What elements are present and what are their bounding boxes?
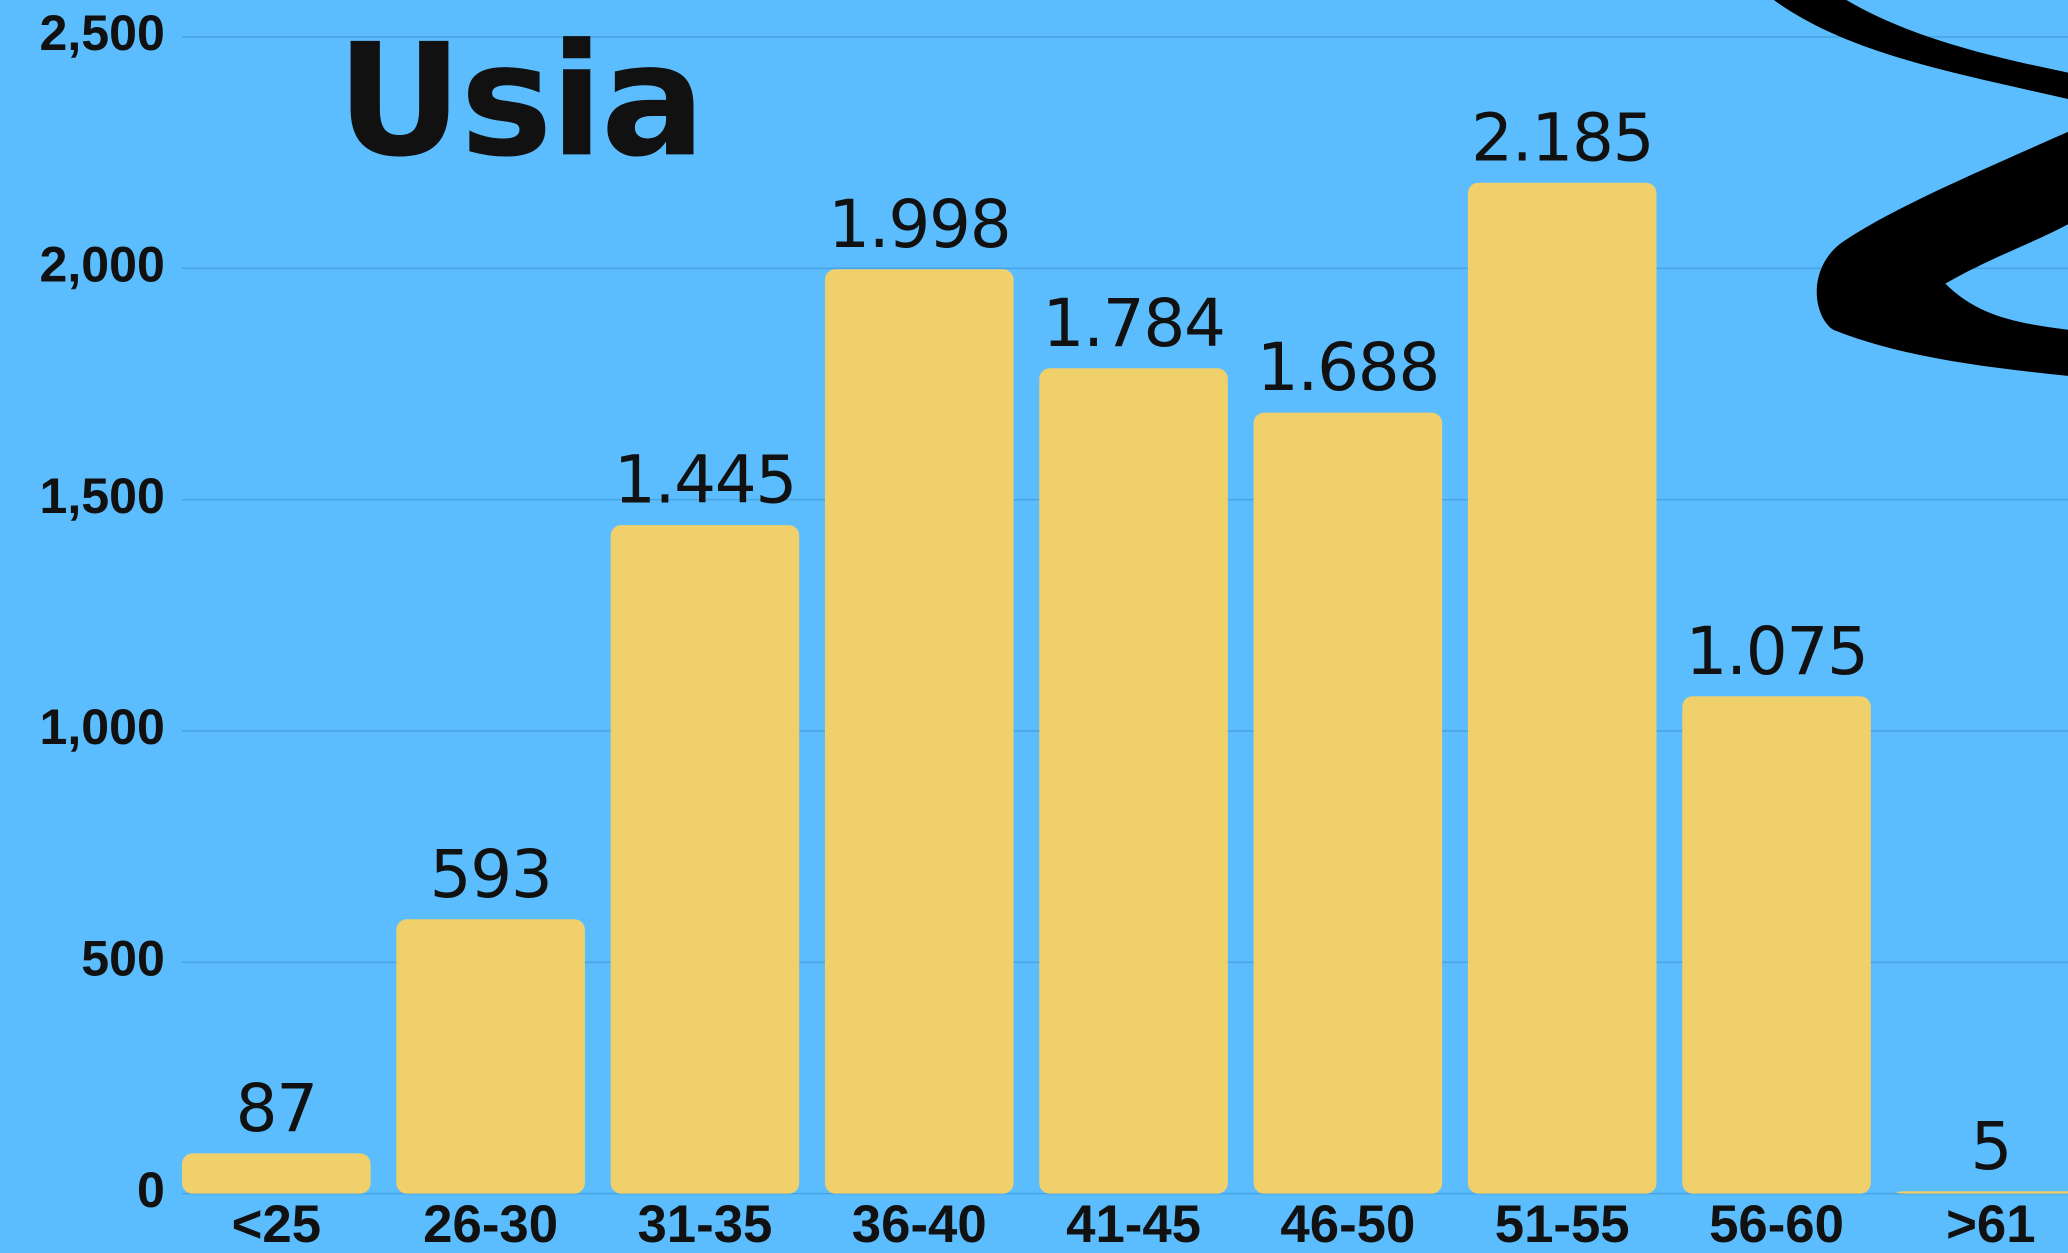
x-tick-label: 51-55 bbox=[1495, 1195, 1630, 1253]
y-tick-label: 1,000 bbox=[39, 699, 164, 755]
bar bbox=[1897, 1191, 2068, 1193]
value-label: 1.445 bbox=[614, 442, 796, 519]
chart: Usia 0 500 1,000 1,500 2,000 2,500 <25 87 26-30 5… bbox=[0, 0, 2068, 1253]
value-label: 2.185 bbox=[1471, 99, 1653, 176]
y-tick-label: 2,500 bbox=[39, 5, 164, 61]
x-tick-label: 36-40 bbox=[852, 1195, 987, 1253]
x-tick-label: >61 bbox=[1946, 1195, 2035, 1253]
bar bbox=[1254, 413, 1443, 1194]
bar bbox=[396, 919, 585, 1193]
x-tick-label: <25 bbox=[232, 1195, 321, 1253]
x-tick-label: 46-50 bbox=[1280, 1195, 1415, 1253]
value-label: 87 bbox=[236, 1070, 317, 1147]
value-label: 1.075 bbox=[1685, 613, 1867, 690]
bar bbox=[182, 1153, 371, 1193]
bar bbox=[611, 525, 800, 1194]
y-tick-label: 1,500 bbox=[39, 468, 164, 524]
chart-title: Usia bbox=[336, 10, 703, 191]
x-tick-label: 56-60 bbox=[1709, 1195, 1844, 1253]
x-tick-label: 26-30 bbox=[423, 1195, 558, 1253]
value-label: 1.998 bbox=[828, 186, 1010, 263]
x-tick-label: 41-45 bbox=[1066, 1195, 1201, 1253]
page: {"chart_data": {"type": "bar", "title": … bbox=[0, 0, 2068, 1253]
bar bbox=[1682, 696, 1871, 1193]
y-tick-label: 0 bbox=[137, 1162, 165, 1218]
y-tick-label: 2,000 bbox=[39, 237, 164, 293]
x-tick-label: 31-35 bbox=[637, 1195, 772, 1253]
value-label: 1.688 bbox=[1257, 329, 1439, 406]
bar bbox=[825, 269, 1014, 1193]
bar bbox=[1468, 183, 1657, 1194]
value-label: 1.784 bbox=[1042, 285, 1224, 362]
bar bbox=[1039, 368, 1228, 1193]
value-label: 5 bbox=[1971, 1108, 2012, 1185]
value-label: 593 bbox=[430, 836, 552, 913]
y-tick-label: 500 bbox=[81, 931, 165, 987]
